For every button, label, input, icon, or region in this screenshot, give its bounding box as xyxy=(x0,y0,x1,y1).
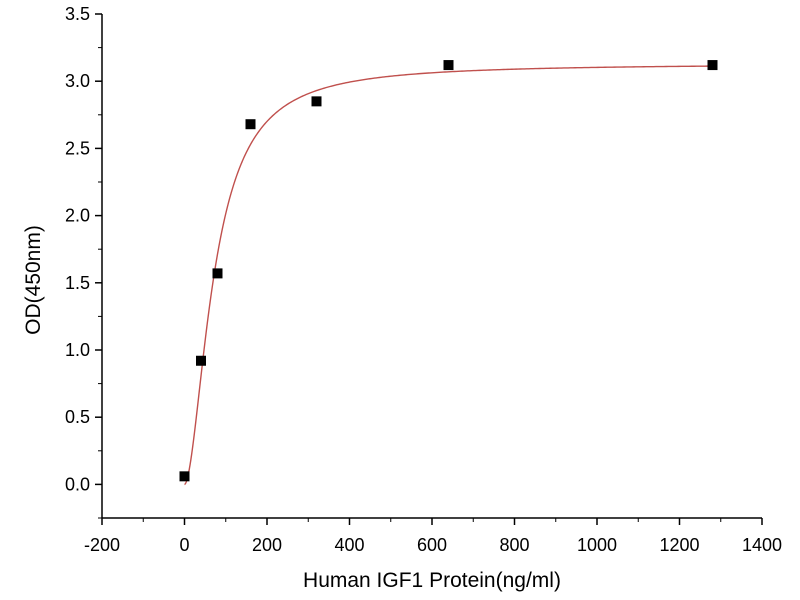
data-point xyxy=(443,60,454,71)
data-point xyxy=(212,268,223,279)
y-axis-title: OD(450nm) xyxy=(22,225,45,335)
ticks xyxy=(95,13,763,525)
data-point xyxy=(311,96,322,107)
y-tick-label: 3.5 xyxy=(65,4,90,24)
fit-curve xyxy=(184,65,713,486)
y-tick-label: 2.0 xyxy=(65,206,90,226)
x-tick-label: 800 xyxy=(499,535,529,555)
data-point xyxy=(245,119,256,130)
y-tick-label: 2.5 xyxy=(65,138,90,158)
x-tick-label: 400 xyxy=(334,535,364,555)
data-point xyxy=(196,355,206,366)
x-tick-label: 0 xyxy=(179,535,189,555)
data-point xyxy=(179,471,190,482)
y-tick-label: 0.0 xyxy=(65,474,90,494)
x-tick-label: 1200 xyxy=(659,535,699,555)
y-tick-label: 0.5 xyxy=(65,407,90,427)
x-tick-label: -200 xyxy=(84,535,120,555)
data-point xyxy=(707,60,718,71)
axes xyxy=(101,14,762,519)
x-tick-label: 1000 xyxy=(577,535,617,555)
data-points xyxy=(179,60,718,482)
y-tick-label: 1.5 xyxy=(65,273,90,293)
x-tick-label: 1400 xyxy=(742,535,782,555)
x-tick-label: 200 xyxy=(252,535,282,555)
x-tick-label: 600 xyxy=(417,535,447,555)
x-axis-title: Human IGF1 Protein(ng/ml) xyxy=(303,569,561,592)
tick-labels: -200 0 200 400 600 800 1000 1200 1400 0.0 0.5 1.0 1.… xyxy=(65,4,782,555)
y-tick-label: 1.0 xyxy=(65,340,90,360)
y-tick-label: 3.0 xyxy=(65,71,90,91)
